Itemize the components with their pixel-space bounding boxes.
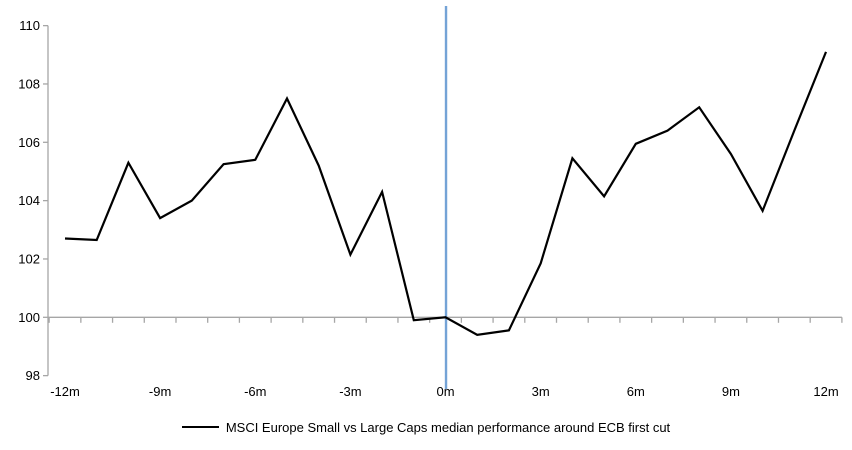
x-axis-tick-label: -6m	[244, 384, 266, 399]
x-axis-tick-label: -3m	[339, 384, 361, 399]
x-axis-tick-label: -12m	[50, 384, 80, 399]
y-axis-tick-label: 110	[19, 18, 40, 33]
x-axis-tick-label: 6m	[627, 384, 645, 399]
x-axis-tick-label: 3m	[532, 384, 550, 399]
y-axis-tick-label: 106	[18, 135, 40, 150]
x-axis-tick-label: 9m	[722, 384, 740, 399]
x-axis-tick-label: -9m	[149, 384, 171, 399]
legend-line-swatch	[181, 426, 219, 428]
x-axis-tick-label: 12m	[813, 384, 838, 399]
y-axis-tick-label: 100	[18, 310, 40, 325]
legend-label: MSCI Europe Small vs Large Caps median p…	[225, 419, 671, 435]
series-line	[64, 51, 828, 336]
y-axis-tick-label: 108	[18, 76, 40, 91]
y-axis-tick-label: 98	[26, 368, 40, 383]
legend: MSCI Europe Small vs Large Caps median p…	[0, 416, 852, 438]
y-axis-tick-label: 102	[18, 251, 40, 266]
chart-plot-area: 98 100 102 104 106 108 110 -12m -9m -6m -3m 0m 3m 6m 9…	[18, 6, 843, 399]
y-axis-tick-label: 104	[18, 193, 40, 208]
x-axis-tick-label: 0m	[436, 384, 454, 399]
